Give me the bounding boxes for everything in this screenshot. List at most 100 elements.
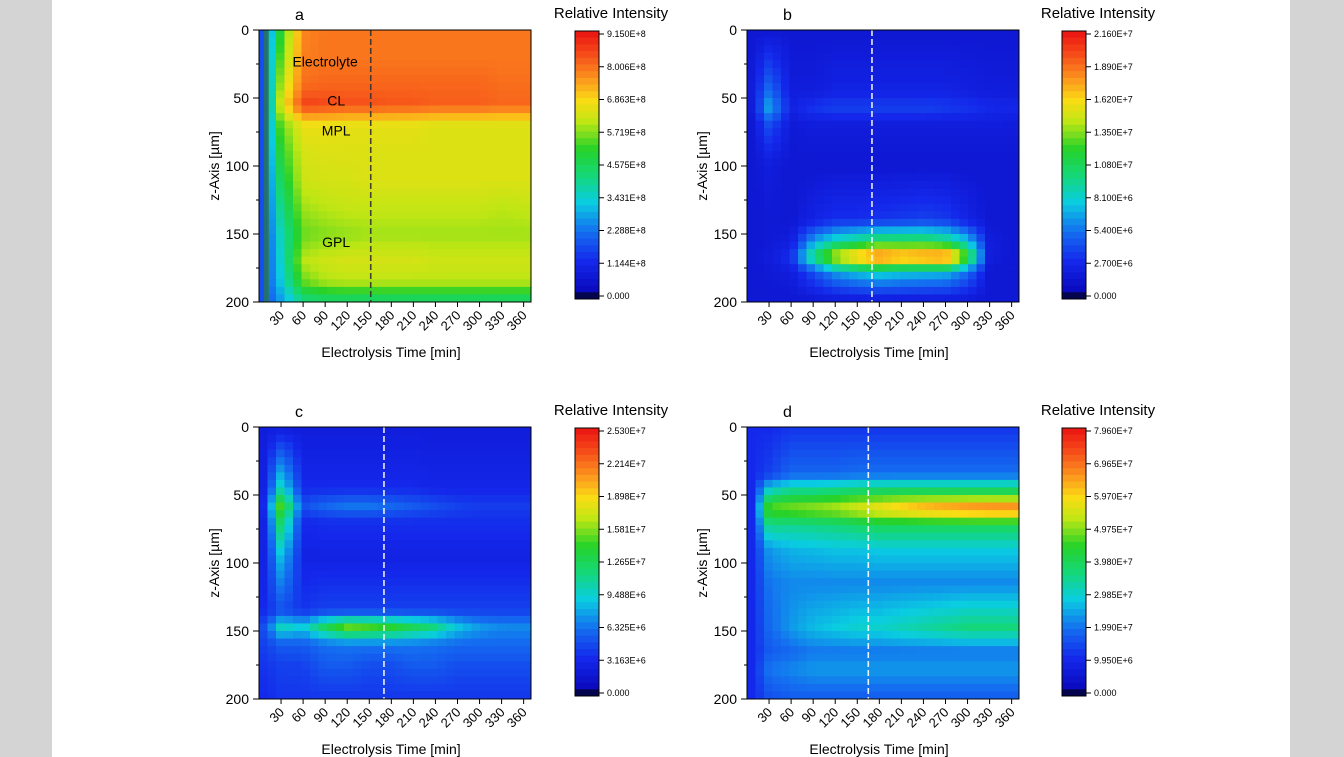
heatmap-cell (764, 188, 774, 197)
heatmap-cell (900, 532, 910, 541)
heatmap-cell (310, 502, 320, 511)
heatmap-cell (823, 166, 833, 175)
heatmap-cell (378, 510, 388, 519)
heatmap-cell (267, 226, 277, 235)
heatmap-cell (1002, 676, 1012, 685)
heatmap-cell (917, 37, 927, 46)
heatmap-cell (488, 683, 498, 693)
heatmap-cell (267, 676, 277, 685)
heatmap-cell (514, 37, 524, 46)
heatmap-cell (403, 173, 413, 182)
heatmap-cell (925, 434, 935, 443)
heatmap-cell (514, 464, 524, 473)
heatmap-cell (840, 120, 850, 129)
heatmap-cell (840, 540, 850, 549)
heatmap-cell (798, 256, 808, 265)
heatmap-cell (327, 540, 337, 549)
heatmap-cell (840, 525, 850, 534)
heatmap-cell (917, 158, 927, 167)
heatmap-cell (369, 294, 379, 302)
heatmap-cell (352, 279, 362, 288)
heatmap-cell (1010, 502, 1019, 511)
heatmap-cell (857, 600, 867, 609)
heatmap-cell (480, 166, 490, 175)
heatmap-cell (361, 181, 371, 190)
y-axis-title: z-Axis [µm] (694, 131, 710, 201)
heatmap-cell (267, 218, 277, 228)
heatmap-cell (985, 135, 995, 144)
heatmap-cell (934, 525, 944, 534)
heatmap-cell (352, 472, 362, 481)
heatmap-cell (454, 479, 464, 489)
heatmap-cell (335, 547, 345, 557)
heatmap-cell (755, 532, 765, 541)
heatmap-cell (917, 286, 927, 296)
heatmap-cell (798, 82, 808, 92)
panel-label: c (295, 404, 303, 421)
heatmap-cell (789, 90, 799, 99)
heatmap-cell (463, 30, 473, 39)
heatmap-cell (412, 188, 422, 197)
heatmap-cell (454, 82, 464, 92)
heatmap-cell (395, 188, 405, 197)
heatmap-cell (993, 653, 1003, 662)
heatmap-cell (327, 286, 337, 296)
heatmap-cell (823, 90, 833, 99)
colorbar-band (1062, 218, 1086, 226)
heatmap-cell (755, 143, 765, 152)
heatmap-cell (917, 105, 927, 114)
heatmap-cell (908, 646, 918, 655)
heatmap-cell (318, 457, 328, 466)
heatmap-cell (883, 143, 893, 152)
heatmap-cell (993, 449, 1003, 458)
heatmap-cell (840, 196, 850, 205)
heatmap-cell (993, 181, 1003, 190)
heatmap-cell (344, 457, 354, 466)
heatmap-cell (917, 203, 927, 212)
heatmap-cell (454, 676, 464, 685)
heatmap-cell (934, 37, 944, 46)
x-tick-label: 120 (815, 308, 841, 334)
heatmap-cell (764, 105, 774, 114)
heatmap-cell (934, 570, 944, 579)
heatmap-cell (327, 668, 337, 677)
heatmap-cell (772, 464, 782, 473)
heatmap-cell (968, 226, 978, 235)
heatmap-cell (891, 479, 901, 489)
heatmap-cell (497, 631, 507, 640)
heatmap-cell (463, 563, 473, 572)
heatmap-cell (951, 427, 961, 436)
heatmap-cell (806, 241, 816, 250)
heatmap-cell (789, 495, 799, 504)
heatmap-cell (866, 241, 876, 250)
heatmap-cell (925, 593, 935, 602)
x-tick-label: 150 (837, 705, 863, 731)
heatmap-cell (908, 479, 918, 489)
heatmap-cell (267, 578, 277, 587)
heatmap-cell (429, 608, 439, 617)
heatmap-cell (823, 113, 833, 122)
heatmap-cell (891, 60, 901, 69)
heatmap-cell (412, 472, 422, 481)
heatmap-cell (335, 457, 345, 466)
heatmap-cell (840, 638, 850, 647)
heatmap-cell (301, 234, 311, 243)
heatmap-cell (403, 30, 413, 39)
heatmap-cell (764, 661, 774, 670)
heatmap-cell (874, 442, 884, 451)
heatmap-cell (259, 442, 269, 451)
heatmap-cell (446, 487, 456, 496)
heatmap-cell (747, 631, 757, 640)
heatmap-cell (420, 75, 430, 84)
heatmap-cell (335, 67, 345, 76)
heatmap-cell (514, 218, 524, 228)
heatmap-cell (806, 90, 816, 99)
heatmap-cell (951, 286, 961, 296)
heatmap-cell (772, 286, 782, 296)
heatmap-cell (781, 517, 791, 526)
heatmap-cell (874, 203, 884, 212)
heatmap-cell (959, 593, 969, 602)
heatmap-cell (772, 532, 782, 541)
heatmap-cell (386, 60, 396, 69)
heatmap-cell (968, 457, 978, 466)
